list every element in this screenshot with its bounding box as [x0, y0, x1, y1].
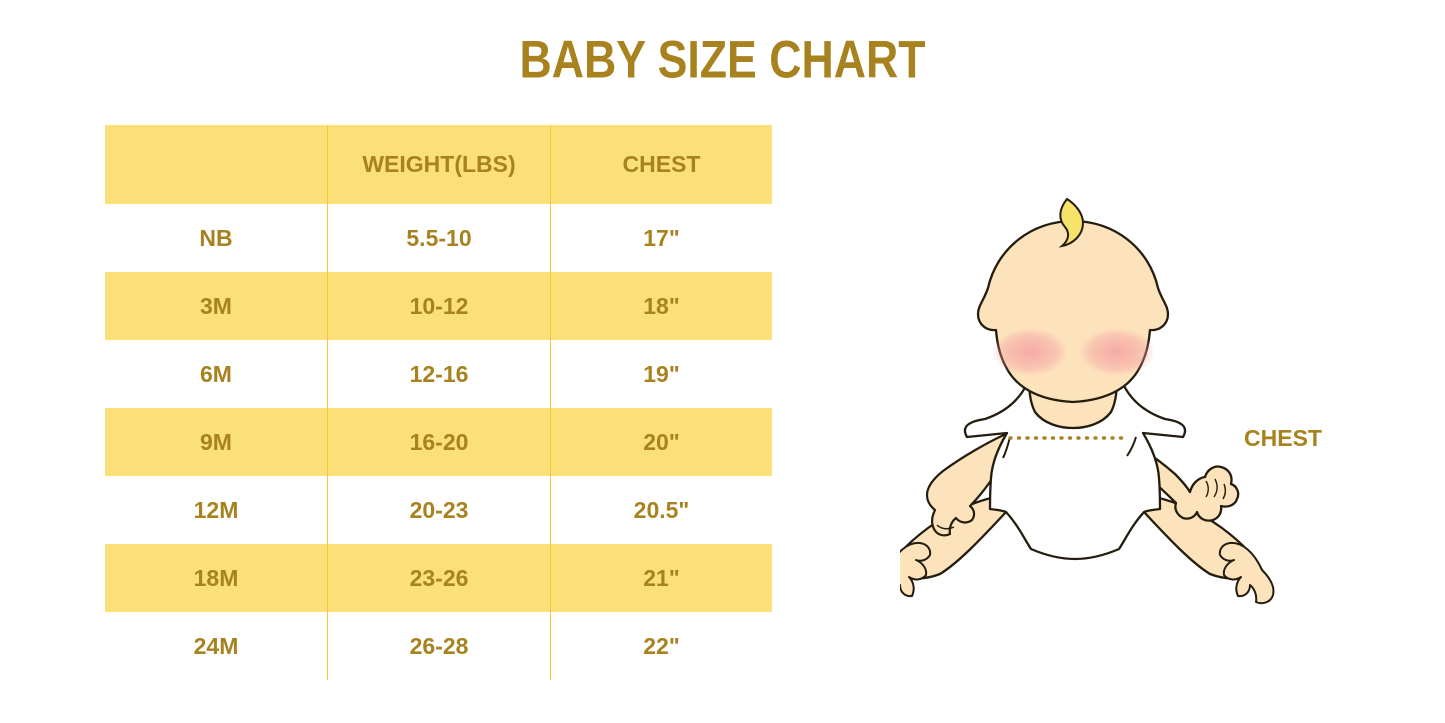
svg-text:CHEST: CHEST [1244, 425, 1322, 451]
